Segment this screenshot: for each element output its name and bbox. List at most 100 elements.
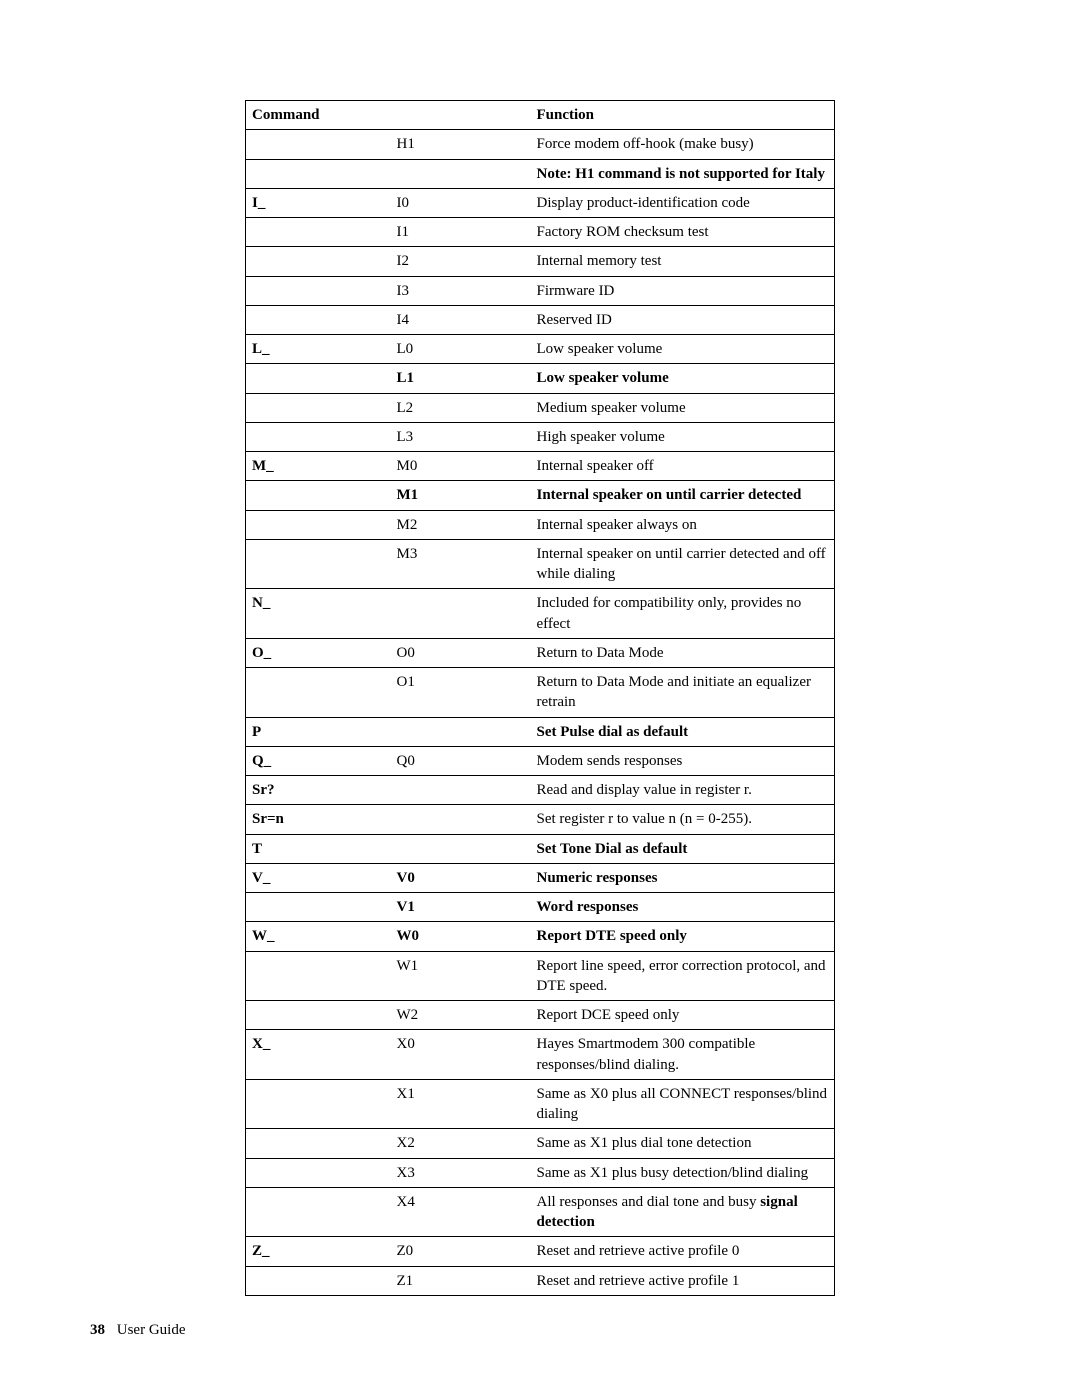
- cell-function: Internal memory test: [531, 247, 835, 276]
- cell-command: [246, 951, 391, 1001]
- cell-command: Z_: [246, 1237, 391, 1266]
- cell-function: Low speaker volume: [531, 335, 835, 364]
- cell-function: Report DCE speed only: [531, 1001, 835, 1030]
- table-row: X4All responses and dial tone and busy s…: [246, 1187, 835, 1237]
- cell-function: Same as X1 plus busy detection/blind dia…: [531, 1158, 835, 1187]
- cell-function: Display product-identification code: [531, 188, 835, 217]
- cell-command: [246, 218, 391, 247]
- cell-command: [246, 481, 391, 510]
- footer-title: User Guide: [117, 1322, 186, 1338]
- cell-command: Sr=n: [246, 805, 391, 834]
- table-row: M2Internal speaker always on: [246, 510, 835, 539]
- cell-function: Internal speaker on until carrier detect…: [531, 539, 835, 589]
- cell-subcommand: [391, 717, 531, 746]
- table-row: X1Same as X0 plus all CONNECT responses/…: [246, 1079, 835, 1129]
- cell-command: P: [246, 717, 391, 746]
- cell-function: Set register r to value n (n = 0-255).: [531, 805, 835, 834]
- cell-command: [246, 668, 391, 718]
- cell-subcommand: I2: [391, 247, 531, 276]
- cell-command: [246, 1079, 391, 1129]
- cell-command: L_: [246, 335, 391, 364]
- cell-command: [246, 422, 391, 451]
- cell-function: Numeric responses: [531, 863, 835, 892]
- cell-command: [246, 539, 391, 589]
- table-row: Sr=n Set register r to value n (n = 0-255…: [246, 805, 835, 834]
- page-footer: 38 User Guide: [90, 1322, 185, 1339]
- cell-subcommand: I3: [391, 276, 531, 305]
- cell-function: Return to Data Mode and initiate an equa…: [531, 668, 835, 718]
- page: Command Function H1Force modem off-hook …: [0, 0, 1080, 1397]
- cell-subcommand: V1: [391, 893, 531, 922]
- table-row: PSet Pulse dial as default: [246, 717, 835, 746]
- table-row: M3Internal speaker on until carrier dete…: [246, 539, 835, 589]
- cell-function: Internal speaker off: [531, 452, 835, 481]
- cell-command: [246, 1129, 391, 1158]
- table-row: Note: H1 command is not supported for It…: [246, 159, 835, 188]
- cell-subcommand: V0: [391, 863, 531, 892]
- cell-command: X_: [246, 1030, 391, 1080]
- table-row: M_M0Internal speaker off: [246, 452, 835, 481]
- cell-command: T: [246, 834, 391, 863]
- cell-subcommand: W0: [391, 922, 531, 951]
- cell-command: [246, 276, 391, 305]
- cell-subcommand: X0: [391, 1030, 531, 1080]
- cell-command: [246, 1187, 391, 1237]
- cell-subcommand: I0: [391, 188, 531, 217]
- table-row: L1Low speaker volume: [246, 364, 835, 393]
- cell-subcommand: [391, 834, 531, 863]
- table-row: N_Included for compatibility only, provi…: [246, 589, 835, 639]
- cell-subcommand: M1: [391, 481, 531, 510]
- table-row: O_O0Return to Data Mode: [246, 638, 835, 667]
- table-row: I2Internal memory test: [246, 247, 835, 276]
- page-number: 38: [90, 1322, 105, 1338]
- cell-subcommand: I1: [391, 218, 531, 247]
- table-row: O1Return to Data Mode and initiate an eq…: [246, 668, 835, 718]
- cell-function: Reserved ID: [531, 305, 835, 334]
- cell-function: Medium speaker volume: [531, 393, 835, 422]
- cell-subcommand: Q0: [391, 746, 531, 775]
- cell-function: Force modem off-hook (make busy): [531, 130, 835, 159]
- table-row: X2Same as X1 plus dial tone detection: [246, 1129, 835, 1158]
- cell-subcommand: W1: [391, 951, 531, 1001]
- header-function: Function: [531, 101, 835, 130]
- cell-subcommand: O0: [391, 638, 531, 667]
- table-row: T Set Tone Dial as default: [246, 834, 835, 863]
- table-row: Z_Z0Reset and retrieve active profile 0: [246, 1237, 835, 1266]
- cell-function: Same as X0 plus all CONNECT responses/bl…: [531, 1079, 835, 1129]
- cell-function: Factory ROM checksum test: [531, 218, 835, 247]
- table-row: I_I0Display product-identification code: [246, 188, 835, 217]
- cell-function: High speaker volume: [531, 422, 835, 451]
- cell-function: Internal speaker on until carrier detect…: [531, 481, 835, 510]
- cell-command: M_: [246, 452, 391, 481]
- command-table: Command Function H1Force modem off-hook …: [245, 100, 835, 1296]
- cell-subcommand: [391, 589, 531, 639]
- table-row: M1Internal speaker on until carrier dete…: [246, 481, 835, 510]
- table-body: H1Force modem off-hook (make busy)Note: …: [246, 130, 835, 1296]
- cell-command: Q_: [246, 746, 391, 775]
- cell-subcommand: X2: [391, 1129, 531, 1158]
- table-row: L_L0Low speaker volume: [246, 335, 835, 364]
- cell-command: [246, 247, 391, 276]
- cell-subcommand: I4: [391, 305, 531, 334]
- cell-subcommand: X4: [391, 1187, 531, 1237]
- cell-command: [246, 305, 391, 334]
- cell-subcommand: M3: [391, 539, 531, 589]
- cell-subcommand: M2: [391, 510, 531, 539]
- cell-subcommand: L2: [391, 393, 531, 422]
- cell-function: Modem sends responses: [531, 746, 835, 775]
- cell-subcommand: L3: [391, 422, 531, 451]
- cell-function: Internal speaker always on: [531, 510, 835, 539]
- cell-subcommand: M0: [391, 452, 531, 481]
- table-row: I4Reserved ID: [246, 305, 835, 334]
- cell-function: Reset and retrieve active profile 1: [531, 1266, 835, 1295]
- cell-command: V_: [246, 863, 391, 892]
- cell-command: O_: [246, 638, 391, 667]
- cell-function: Low speaker volume: [531, 364, 835, 393]
- cell-subcommand: [391, 776, 531, 805]
- cell-function: Set Tone Dial as default: [531, 834, 835, 863]
- cell-command: Sr?: [246, 776, 391, 805]
- cell-function: Firmware ID: [531, 276, 835, 305]
- table-row: Z1Reset and retrieve active profile 1: [246, 1266, 835, 1295]
- table-row: L2Medium speaker volume: [246, 393, 835, 422]
- cell-command: [246, 364, 391, 393]
